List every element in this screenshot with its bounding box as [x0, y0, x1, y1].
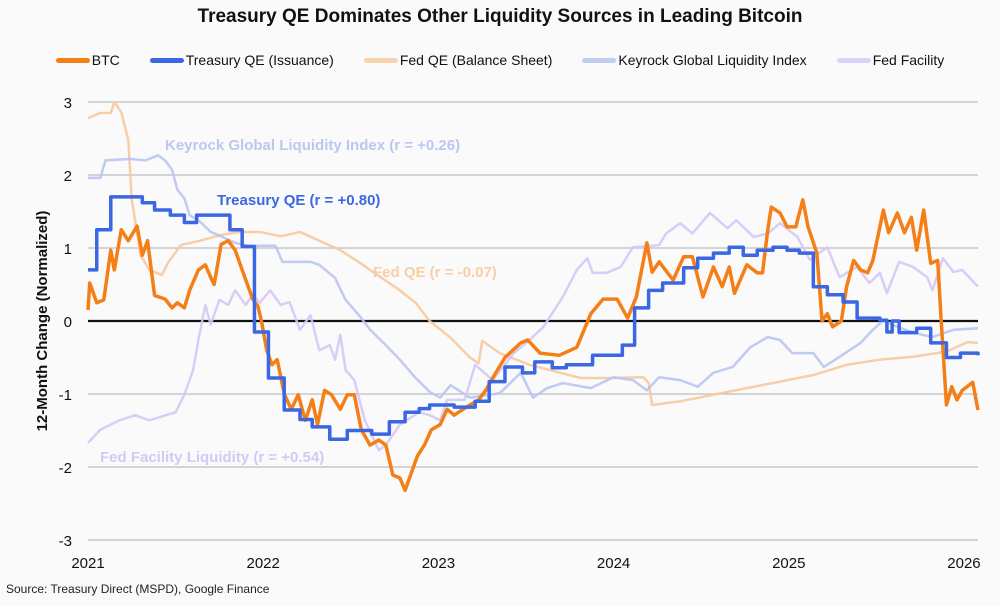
y-tick-labels: 3 2 1 0 -1 -2 -3: [59, 95, 72, 550]
legend-swatch: [149, 57, 184, 63]
legend-label: BTC: [91, 52, 120, 68]
legend-swatch: [582, 57, 617, 63]
legend-label: Treasury QE (Issuance): [185, 52, 334, 68]
y-tick-label: -3: [59, 533, 72, 550]
source-note: Source: Treasury Direct (MSPD), Google F…: [6, 582, 270, 596]
x-tick-label: 2025: [772, 555, 805, 572]
gridlines: [88, 101, 978, 541]
y-tick-label: -2: [59, 460, 72, 477]
legend: BTC Treasury QE (Issuance) Fed QE (Balan…: [0, 52, 1000, 68]
annotation-treasury-qe: Treasury QE (r = +0.80): [217, 192, 380, 209]
y-tick-label: 1: [64, 241, 72, 258]
legend-item-keyrock: Keyrock Global Liquidity Index: [582, 52, 807, 68]
legend-label: Fed QE (Balance Sheet): [399, 52, 553, 68]
y-tick-label: -1: [59, 387, 72, 404]
legend-label: Keyrock Global Liquidity Index: [618, 52, 807, 68]
legend-swatch: [836, 57, 871, 63]
series-line-btc: [86, 198, 980, 493]
series-lines: [86, 100, 980, 493]
legend-label: Fed Facility: [872, 52, 945, 68]
y-tick-label: 2: [64, 168, 72, 185]
series-line-keyrock-global-liquidity-index: [88, 154, 979, 399]
legend-item-btc: BTC: [55, 52, 120, 68]
series-line-treasury-qe-issuance: [88, 195, 980, 442]
x-tick-label: 2023: [422, 555, 455, 572]
series-line-fed-qe-balance-sheet: [87, 100, 979, 407]
series-line-fed-facility: [87, 211, 979, 452]
annotation-keyrock: Keyrock Global Liquidity Index (r = +0.2…: [165, 137, 460, 154]
y-axis-label: 12-Month Change (Normalized): [34, 211, 51, 432]
legend-item-fed-facility: Fed Facility: [836, 52, 945, 68]
legend-swatch: [55, 57, 90, 63]
legend-swatch: [363, 57, 398, 63]
legend-item-fed-qe: Fed QE (Balance Sheet): [363, 52, 553, 68]
x-tick-label: 2022: [247, 555, 280, 572]
x-tick-labels: 2021 2022 2023 2024 2025 2026: [71, 555, 980, 572]
x-tick-label: 2024: [597, 555, 630, 572]
x-tick-label: 2026: [947, 555, 980, 572]
y-tick-label: 3: [64, 95, 72, 112]
annotation-fed-facility: Fed Facility Liquidity (r = +0.54): [100, 449, 324, 466]
annotation-fed-qe: Fed QE (r = -0.07): [373, 264, 497, 281]
legend-item-treasury-qe: Treasury QE (Issuance): [149, 52, 334, 68]
chart-title: Treasury QE Dominates Other Liquidity So…: [197, 6, 803, 27]
y-tick-label: 0: [64, 314, 72, 331]
x-tick-label: 2021: [71, 555, 104, 572]
